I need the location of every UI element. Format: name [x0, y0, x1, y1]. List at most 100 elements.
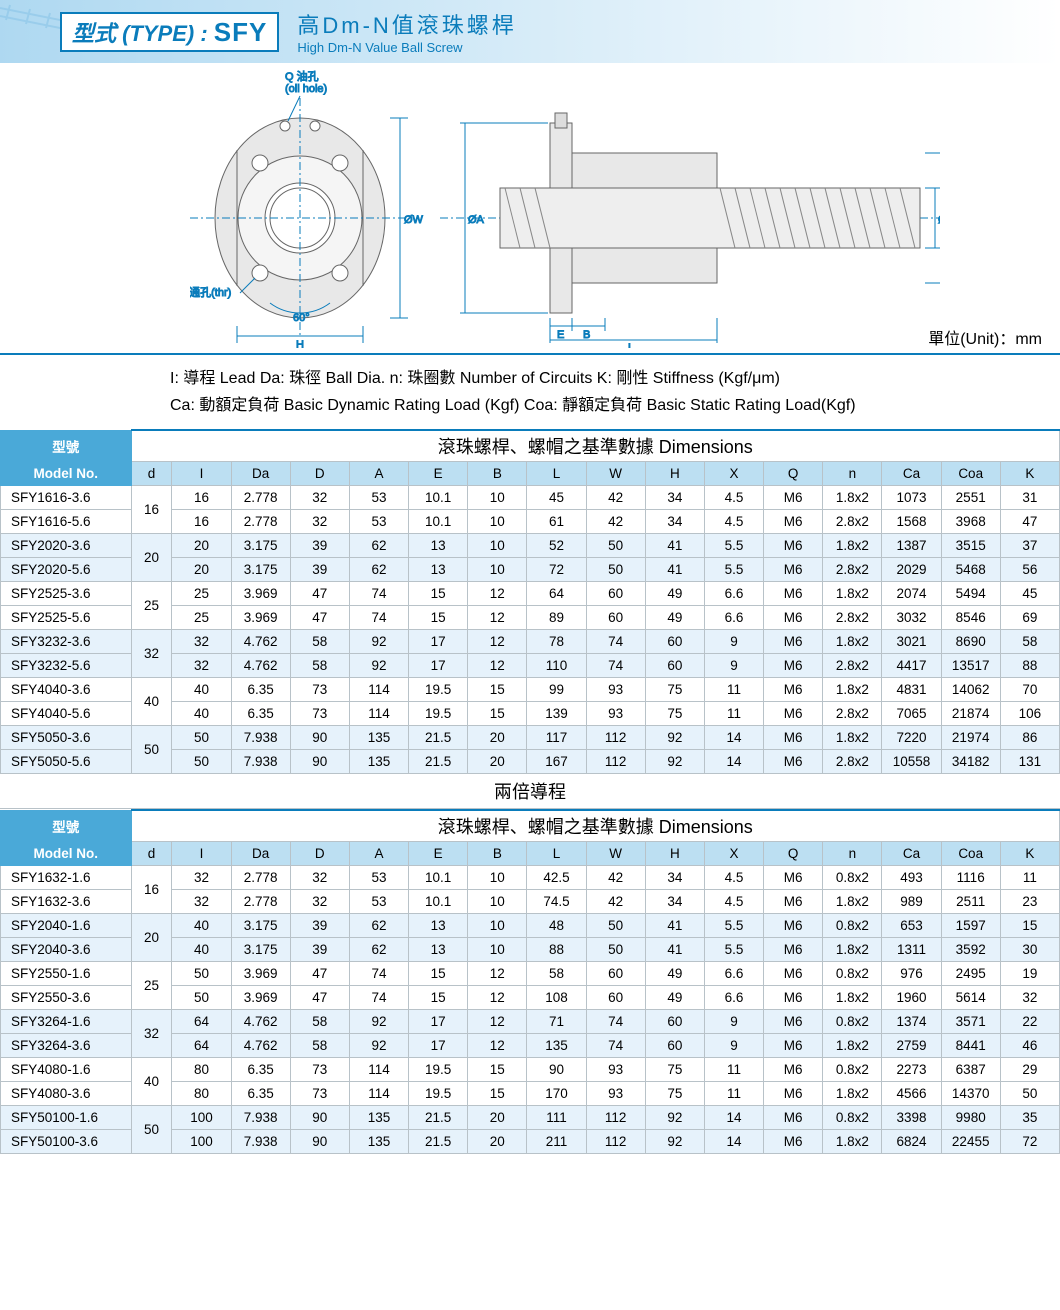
value-cell: M6 [764, 726, 823, 750]
value-cell: 64 [172, 1010, 231, 1034]
value-cell: 1.8x2 [823, 986, 882, 1010]
value-cell: 20 [468, 750, 527, 774]
value-cell: 42.5 [527, 866, 586, 890]
value-cell: M6 [764, 890, 823, 914]
col-hdr-B: B [468, 842, 527, 866]
col-hdr-Q: Q [764, 462, 823, 486]
value-cell: 10 [468, 914, 527, 938]
value-cell: 73 [290, 1058, 349, 1082]
value-cell: 3.175 [231, 938, 290, 962]
value-cell: 22455 [941, 1130, 1000, 1154]
value-cell: 42 [586, 510, 645, 534]
value-cell: 21974 [941, 726, 1000, 750]
value-cell: 8546 [941, 606, 1000, 630]
page-header: 型式 (TYPE) : SFY 高Dm-N值滾珠螺桿 High Dm-N Val… [0, 0, 1060, 63]
value-cell: 89 [527, 606, 586, 630]
value-cell: 40 [172, 702, 231, 726]
value-cell: M6 [764, 1106, 823, 1130]
value-cell: 73 [290, 702, 349, 726]
value-cell: 3032 [882, 606, 941, 630]
col-hdr-H: H [645, 842, 704, 866]
value-cell: 58 [527, 962, 586, 986]
value-cell: 88 [527, 938, 586, 962]
table-row: SFY5050-3.650507.9389013521.520117112921… [1, 726, 1060, 750]
value-cell: 2074 [882, 582, 941, 606]
value-cell: 74 [349, 986, 408, 1010]
value-cell: 39 [290, 938, 349, 962]
value-cell: 71 [527, 1010, 586, 1034]
value-cell: 12 [468, 986, 527, 1010]
value-cell: 75 [645, 1082, 704, 1106]
dimensions-table-2: 型號 滾珠螺桿、螺帽之基準數據 Dimensions Model No. dID… [0, 809, 1060, 1154]
value-cell: 49 [645, 962, 704, 986]
value-cell: 74 [349, 962, 408, 986]
value-cell: 8690 [941, 630, 1000, 654]
value-cell: 32 [172, 866, 231, 890]
value-cell: 11 [704, 1058, 763, 1082]
table-row: SFY2020-3.620203.175396213105250415.5M61… [1, 534, 1060, 558]
value-cell: 35 [1000, 1106, 1059, 1130]
value-cell: 114 [349, 1082, 408, 1106]
value-cell: 90 [290, 726, 349, 750]
value-cell: 19.5 [409, 678, 468, 702]
value-cell: 5.5 [704, 938, 763, 962]
value-cell: 4.5 [704, 486, 763, 510]
value-cell: 114 [349, 1058, 408, 1082]
value-cell: 135 [349, 1130, 408, 1154]
col-hdr-X: X [704, 842, 763, 866]
value-cell: 6.6 [704, 986, 763, 1010]
value-cell: 20 [172, 534, 231, 558]
value-cell: 108 [527, 986, 586, 1010]
value-cell: 10.1 [409, 866, 468, 890]
d-cell: 20 [131, 534, 172, 582]
value-cell: M6 [764, 558, 823, 582]
value-cell: 17 [409, 1010, 468, 1034]
value-cell: M6 [764, 702, 823, 726]
value-cell: 6.35 [231, 1082, 290, 1106]
value-cell: 34 [645, 866, 704, 890]
svg-text:Ød: Ød [938, 214, 940, 226]
value-cell: 2.778 [231, 510, 290, 534]
value-cell: 21.5 [409, 750, 468, 774]
value-cell: 42 [586, 866, 645, 890]
title-block: 高Dm-N值滾珠螺桿 High Dm-N Value Ball Screw [297, 8, 516, 55]
value-cell: 62 [349, 914, 408, 938]
value-cell: 49 [645, 606, 704, 630]
col-hdr-L: L [527, 462, 586, 486]
value-cell: 93 [586, 702, 645, 726]
value-cell: 74 [586, 1034, 645, 1058]
value-cell: 1.8x2 [823, 890, 882, 914]
d-cell: 32 [131, 1010, 172, 1058]
value-cell: 1.8x2 [823, 678, 882, 702]
value-cell: 80 [172, 1058, 231, 1082]
value-cell: 25 [172, 582, 231, 606]
value-cell: 2.778 [231, 890, 290, 914]
model-cell: SFY2525-3.6 [1, 582, 132, 606]
col-hdr-E: E [409, 462, 468, 486]
col-hdr-W: W [586, 842, 645, 866]
value-cell: 1.8x2 [823, 630, 882, 654]
value-cell: 93 [586, 1058, 645, 1082]
value-cell: 50 [172, 986, 231, 1010]
value-cell: 11 [1000, 866, 1059, 890]
col-hdr-E: E [409, 842, 468, 866]
value-cell: 17 [409, 654, 468, 678]
value-cell: 131 [1000, 750, 1059, 774]
value-cell: 2551 [941, 486, 1000, 510]
value-cell: 112 [586, 1106, 645, 1130]
model-cell: SFY3264-3.6 [1, 1034, 132, 1058]
value-cell: 4.762 [231, 1010, 290, 1034]
col-hdr-n: n [823, 462, 882, 486]
model-cell: SFY4080-3.6 [1, 1082, 132, 1106]
value-cell: 4.762 [231, 1034, 290, 1058]
value-cell: 56 [1000, 558, 1059, 582]
value-cell: 1.8x2 [823, 726, 882, 750]
hdr-model-zh: 型號 [1, 430, 132, 462]
value-cell: 1374 [882, 1010, 941, 1034]
value-cell: 50 [586, 558, 645, 582]
value-cell: 58 [1000, 630, 1059, 654]
col-hdr-Coa: Coa [941, 462, 1000, 486]
value-cell: 40 [172, 914, 231, 938]
value-cell: 40 [172, 678, 231, 702]
hdr-dimensions: 滾珠螺桿、螺帽之基準數據 Dimensions [131, 430, 1059, 462]
